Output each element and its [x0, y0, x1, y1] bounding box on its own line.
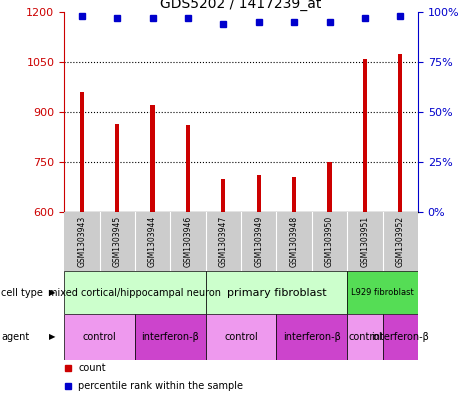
- Text: L929 fibroblast: L929 fibroblast: [351, 288, 414, 297]
- Text: GSM1303948: GSM1303948: [290, 216, 299, 267]
- Text: interferon-β: interferon-β: [142, 332, 199, 342]
- Bar: [383, 314, 418, 360]
- Text: GSM1303951: GSM1303951: [361, 216, 370, 267]
- Text: ▶: ▶: [49, 288, 56, 297]
- Text: control: control: [348, 332, 382, 342]
- Text: count: count: [78, 363, 106, 373]
- Bar: [135, 314, 206, 360]
- Text: GSM1303950: GSM1303950: [325, 216, 334, 267]
- Text: interferon-β: interferon-β: [371, 332, 429, 342]
- Text: GSM1303944: GSM1303944: [148, 216, 157, 267]
- Text: mixed cortical/hippocampal neuron: mixed cortical/hippocampal neuron: [48, 288, 221, 298]
- Bar: [206, 314, 276, 360]
- Text: GSM1303943: GSM1303943: [77, 216, 86, 267]
- Bar: [64, 271, 206, 314]
- Text: GSM1303947: GSM1303947: [219, 216, 228, 267]
- Bar: [276, 314, 347, 360]
- Text: ▶: ▶: [49, 332, 56, 342]
- Text: control: control: [224, 332, 258, 342]
- Bar: [363, 59, 367, 212]
- Text: agent: agent: [1, 332, 29, 342]
- Title: GDS5202 / 1417239_at: GDS5202 / 1417239_at: [161, 0, 322, 11]
- Text: GSM1303952: GSM1303952: [396, 216, 405, 267]
- Text: control: control: [83, 332, 116, 342]
- Bar: [398, 53, 402, 212]
- Bar: [256, 175, 261, 212]
- Bar: [80, 92, 84, 212]
- Text: GSM1303949: GSM1303949: [254, 216, 263, 267]
- Text: interferon-β: interferon-β: [283, 332, 341, 342]
- Text: primary fibroblast: primary fibroblast: [227, 288, 326, 298]
- Bar: [347, 314, 383, 360]
- Bar: [206, 271, 347, 314]
- Bar: [186, 125, 190, 212]
- Bar: [347, 271, 418, 314]
- Bar: [64, 314, 135, 360]
- Bar: [151, 105, 155, 212]
- Bar: [221, 179, 226, 212]
- Text: cell type: cell type: [1, 288, 43, 298]
- Bar: [115, 124, 119, 212]
- Text: percentile rank within the sample: percentile rank within the sample: [78, 381, 243, 391]
- Text: GSM1303946: GSM1303946: [183, 216, 192, 267]
- Bar: [292, 177, 296, 212]
- Bar: [327, 162, 332, 212]
- Text: GSM1303945: GSM1303945: [113, 216, 122, 267]
